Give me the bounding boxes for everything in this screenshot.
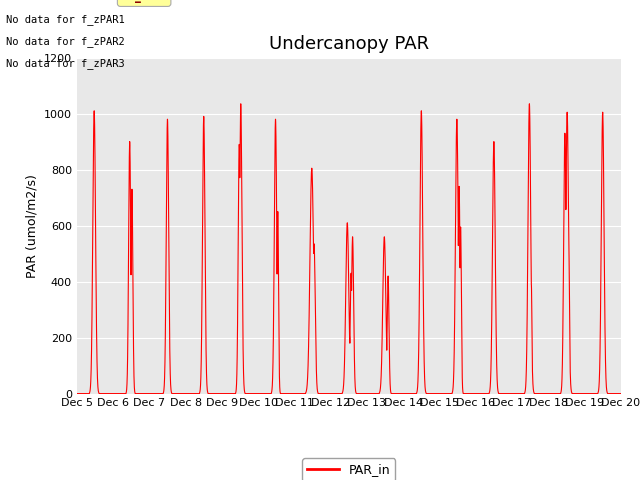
Title: Undercanopy PAR: Undercanopy PAR [269, 35, 429, 53]
Text: EE_met: EE_met [120, 0, 168, 3]
Legend: PAR_in: PAR_in [302, 458, 396, 480]
Text: No data for f_zPAR1: No data for f_zPAR1 [6, 14, 125, 25]
Text: No data for f_zPAR2: No data for f_zPAR2 [6, 36, 125, 47]
Y-axis label: PAR (umol/m2/s): PAR (umol/m2/s) [25, 174, 38, 277]
Text: No data for f_zPAR3: No data for f_zPAR3 [6, 58, 125, 69]
